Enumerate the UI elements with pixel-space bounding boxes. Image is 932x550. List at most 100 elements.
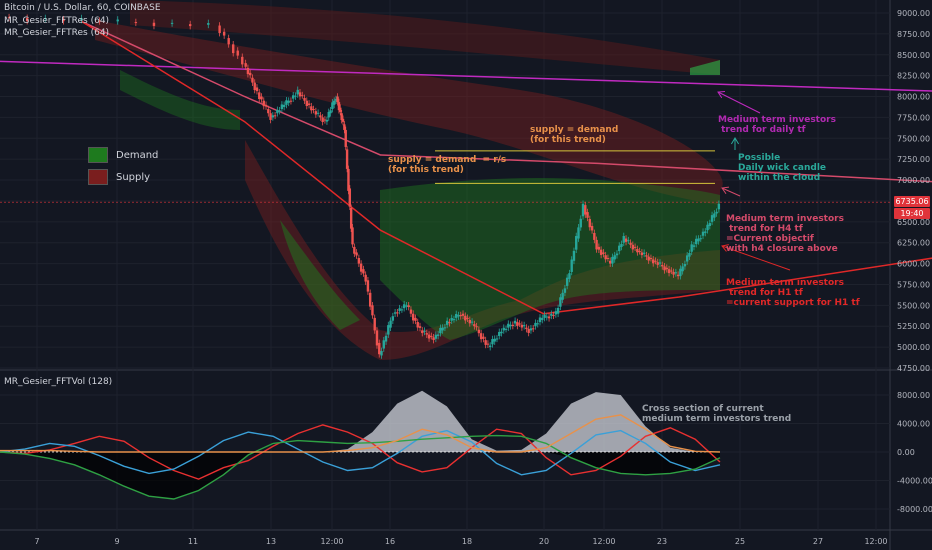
- candle-body: [62, 19, 65, 22]
- candle-body: [699, 238, 702, 240]
- candle-body: [310, 106, 313, 111]
- candle-body: [464, 315, 467, 321]
- candle-body: [509, 324, 512, 327]
- candle-body: [649, 258, 653, 260]
- candle-body: [316, 112, 320, 114]
- candle-body: [683, 264, 687, 267]
- candle-body: [466, 317, 469, 319]
- time-tick-label: 20: [539, 537, 549, 546]
- price-tick-label: 7500.00: [897, 134, 930, 143]
- candle-body: [409, 309, 413, 314]
- candle-body: [371, 305, 374, 316]
- demand-cloud-main: [380, 178, 720, 340]
- candle-body: [516, 322, 519, 326]
- candle-body: [244, 63, 247, 67]
- candle-body: [561, 292, 564, 300]
- indicator-label-3[interactable]: MR_Gesier_FFTVol (128): [4, 377, 113, 387]
- candle-body: [498, 331, 501, 336]
- candle-body: [633, 246, 637, 248]
- demand-cloud-tip: [690, 60, 720, 75]
- annotation-supply-demand-rs: supply = demand = r/s (for this trend): [388, 155, 507, 175]
- candle-body: [344, 129, 347, 147]
- candle-body: [375, 330, 379, 346]
- candle-body: [341, 118, 345, 122]
- candle-body: [647, 256, 650, 261]
- indicator-label-1[interactable]: MR_Gesier_FFTRes (64): [4, 16, 110, 26]
- candle-body: [421, 330, 424, 334]
- candle-body: [608, 260, 612, 264]
- price-tick-label: 7250.00: [897, 155, 930, 164]
- candle-body: [323, 119, 327, 121]
- candle-body: [486, 343, 490, 345]
- demand-cloud-left: [280, 220, 360, 330]
- candle-body: [717, 203, 721, 210]
- candle-body: [455, 313, 458, 318]
- candle-body: [556, 307, 560, 314]
- candle-body: [407, 305, 410, 308]
- candle-body: [613, 255, 616, 260]
- price-tick-label: 6250.00: [897, 239, 930, 248]
- legend-supply: Supply: [88, 169, 150, 185]
- supply-cloud-lower: [245, 140, 720, 360]
- price-tick-label: 7000.00: [897, 176, 930, 185]
- arrow-h4-top-head: [721, 186, 730, 195]
- candle-body: [273, 115, 277, 117]
- candle-body: [398, 308, 401, 311]
- candle-body: [565, 277, 569, 286]
- time-tick-label: 12:00: [320, 537, 343, 546]
- candle-body: [665, 267, 668, 270]
- candle-body: [473, 324, 476, 327]
- candle-body: [353, 246, 356, 254]
- candle-body: [491, 339, 494, 345]
- candle-body: [547, 316, 551, 319]
- candle-body: [586, 212, 589, 218]
- candle-body: [345, 149, 349, 169]
- candle-body: [337, 102, 341, 111]
- candle-body: [536, 323, 539, 325]
- candle-body: [482, 336, 485, 339]
- candle-body: [640, 252, 644, 256]
- candle-body: [579, 218, 582, 228]
- candle-body: [98, 20, 101, 22]
- candle-body: [359, 263, 363, 272]
- candle-body: [222, 31, 226, 36]
- candle-body: [470, 321, 474, 323]
- volume-tick-label: 4000.00: [897, 420, 930, 429]
- candle-body: [654, 260, 657, 262]
- candle-body: [550, 313, 553, 316]
- candle-body: [624, 238, 628, 242]
- candle-body: [260, 96, 263, 100]
- indicator-label-2[interactable]: MR_Gesier_FFTRes (64): [4, 28, 110, 38]
- candle-body: [599, 249, 603, 255]
- price-tick-label: 8000.00: [897, 93, 930, 102]
- candle-body: [278, 110, 281, 112]
- candle-body: [606, 258, 610, 260]
- candle-body: [620, 243, 623, 247]
- volume-tick-label: 0.00: [897, 448, 915, 457]
- time-tick-label: 13: [266, 537, 276, 546]
- candle-body: [236, 50, 239, 56]
- arrow-daily-head: [717, 90, 726, 99]
- price-tick-label: 8500.00: [897, 51, 930, 60]
- candle-body: [289, 100, 293, 102]
- arrow-h1-head: [721, 244, 729, 252]
- axes: 9000.00 8750.00 8500.00 8250.00 8000.00 7750.…: [34, 9, 932, 546]
- candle-body: [545, 316, 548, 318]
- candle-body: [305, 100, 308, 106]
- candle-body: [414, 317, 417, 321]
- candle-body: [319, 115, 322, 118]
- candle-body: [450, 318, 453, 321]
- candle-body: [241, 56, 244, 65]
- candle-body: [690, 244, 693, 252]
- candle-body: [269, 113, 272, 120]
- candle-body: [357, 258, 361, 264]
- candle-body: [507, 323, 510, 328]
- candle-body: [584, 205, 587, 215]
- candle-body: [541, 317, 544, 320]
- demand-swatch: [88, 147, 108, 163]
- candle-body: [710, 215, 714, 222]
- candle-body: [246, 67, 250, 75]
- price-tick-label: 8750.00: [897, 30, 930, 39]
- candle-body: [170, 22, 174, 24]
- candle-body: [253, 82, 256, 90]
